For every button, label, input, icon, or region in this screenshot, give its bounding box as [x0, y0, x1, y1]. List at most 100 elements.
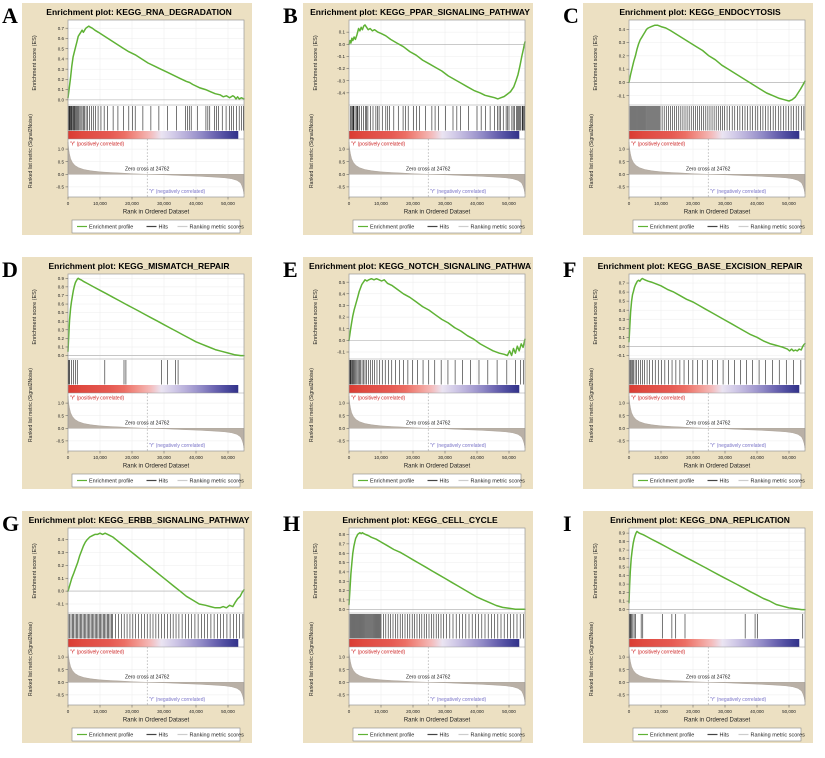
- x-axis-ticks: 0 10,000 20,000 30,000 40,000 50,000: [348, 451, 516, 460]
- gsea-plot-svg: 0.7 0.6 0.5 0.4 0.3 0.2 0.1 0.0 -0.1 1.0 0.5 0.0 -0.…: [589, 273, 806, 488]
- legend: Enrichment profile Hits Ranking metric sco…: [632, 473, 805, 488]
- svg-text:0.3: 0.3: [58, 550, 65, 555]
- gsea-plot-svg: 0.7 0.6 0.5 0.4 0.3 0.2 0.1 0.0 1.0 0.5 0.0 -0.5 0 10…: [28, 19, 245, 234]
- legend-label-1: Hits: [720, 733, 730, 739]
- svg-text:0.7: 0.7: [339, 541, 346, 546]
- svg-text:50,000: 50,000: [502, 455, 516, 460]
- legend: Enrichment profile Hits Ranking metric sco…: [352, 219, 525, 234]
- panel-letter: F: [563, 257, 577, 282]
- legend-label-0: Enrichment profile: [650, 225, 694, 231]
- hits-barcode: [68, 614, 244, 639]
- svg-text:0.1: 0.1: [619, 599, 626, 604]
- panel-card: Enrichment plot: KEGG_NOTCH_SIGNALING_PA…: [303, 257, 533, 489]
- svg-text:0.3: 0.3: [619, 317, 626, 322]
- svg-text:20,000: 20,000: [125, 455, 139, 460]
- legend-label-0: Enrichment profile: [370, 479, 414, 485]
- svg-text:30,000: 30,000: [438, 201, 452, 206]
- panel-card: Enrichment plot: KEGG_MISMATCH_REPAIR 0.9…: [22, 257, 252, 489]
- es-axis-ticks: 0.5 0.4 0.3 0.2 0.1 0.0 -0.1: [337, 280, 349, 355]
- legend-label-2: Ranking metric scores: [190, 733, 245, 739]
- svg-text:-0.5: -0.5: [617, 439, 625, 444]
- panel-title: Enrichment plot: KEGG_BASE_EXCISION_REPA…: [597, 261, 803, 271]
- phenotype-band: [629, 385, 805, 393]
- panel-letter: E: [283, 257, 298, 282]
- es-axis-label: Enrichment score (ES): [313, 543, 319, 598]
- plot-border: [67, 527, 245, 706]
- panel-letter: C: [563, 3, 579, 28]
- phenotype-band: [349, 385, 525, 393]
- svg-text:0.0: 0.0: [619, 172, 626, 177]
- legend-label-0: Enrichment profile: [89, 733, 133, 739]
- panel-title: Enrichment plot: KEGG_MISMATCH_REPAIR: [48, 261, 230, 271]
- x-axis-label: Rank in Ordered Dataset: [684, 210, 751, 216]
- hits-barcode: [349, 614, 524, 639]
- svg-text:30,000: 30,000: [157, 709, 171, 714]
- ranked-axis-ticks: 1.0 0.5 0.0 -0.5: [56, 655, 68, 698]
- svg-text:20,000: 20,000: [125, 201, 139, 206]
- hits-barcode: [349, 106, 525, 131]
- ranked-axis-label: Ranked list metric (Signal2Noise): [589, 622, 595, 696]
- svg-text:40,000: 40,000: [470, 455, 484, 460]
- svg-text:0.1: 0.1: [339, 30, 346, 35]
- phenotype-band: [629, 639, 805, 647]
- svg-text:0: 0: [348, 455, 351, 460]
- svg-text:0.6: 0.6: [58, 36, 65, 41]
- phenotype-band: [629, 131, 805, 139]
- es-axis-ticks: 0.7 0.6 0.5 0.4 0.3 0.2 0.1 0.0: [58, 26, 68, 102]
- panel-card: Enrichment plot: KEGG_CELL_CYCLE 0.8 0.7 0.…: [303, 511, 533, 743]
- legend-label-2: Ranking metric scores: [471, 479, 526, 485]
- ranked-metric-area: [628, 649, 806, 703]
- svg-text:1.0: 1.0: [58, 655, 65, 660]
- svg-text:0.0: 0.0: [58, 589, 65, 594]
- ranked-axis-label: Ranked list metric (Signal2Noise): [28, 114, 34, 188]
- svg-text:0.5: 0.5: [339, 413, 346, 418]
- svg-text:0.3: 0.3: [58, 327, 65, 332]
- x-axis-ticks: 0 10,000 20,000 30,000 40,000 50,000: [348, 705, 516, 714]
- ranked-metric-area: [67, 141, 245, 195]
- enrichment-score-curve: [628, 24, 806, 102]
- legend-label-0: Enrichment profile: [650, 733, 694, 739]
- legend-label-0: Enrichment profile: [89, 225, 133, 231]
- svg-text:0.5: 0.5: [339, 667, 346, 672]
- panel-card: Enrichment plot: KEGG_RNA_DEGRADATION 0.7…: [22, 3, 252, 235]
- x-axis-ticks: 0 10,000 20,000 30,000 40,000 50,000: [348, 197, 516, 206]
- ranked-axis-ticks: 1.0 0.5 0.0 -0.5: [337, 655, 349, 698]
- zero-cross-label: Zero cross at 24762: [406, 420, 451, 426]
- svg-text:10,000: 10,000: [374, 201, 388, 206]
- es-axis-label: Enrichment score (ES): [32, 543, 38, 598]
- gridlines: [349, 274, 525, 451]
- ranked-metric-area: [348, 141, 526, 195]
- svg-text:0.0: 0.0: [58, 172, 65, 177]
- plot-border: [628, 19, 806, 198]
- svg-text:40,000: 40,000: [189, 201, 203, 206]
- positively-correlated-label: 'Y' (positively correlated): [70, 650, 124, 656]
- ranked-metric-area: [348, 395, 526, 449]
- x-axis-ticks: 0 10,000 20,000 30,000 40,000 50,000: [628, 705, 796, 714]
- gsea-plot-svg: 0.9 0.8 0.7 0.6 0.5 0.4 0.3 0.2 0.1 0.0 1.0 0.5 0.0 -…: [589, 527, 806, 742]
- svg-text:0.2: 0.2: [339, 588, 346, 593]
- svg-text:0.0: 0.0: [339, 172, 346, 177]
- es-axis-ticks: 0.7 0.6 0.5 0.4 0.3 0.2 0.1 0.0 -0.1: [617, 281, 629, 358]
- panel-card: Enrichment plot: KEGG_DNA_REPLICATION 0.9…: [583, 511, 813, 743]
- panel-title: Enrichment plot: KEGG_DNA_REPLICATION: [610, 515, 790, 525]
- svg-text:0: 0: [348, 201, 351, 206]
- phenotype-band: [68, 639, 244, 647]
- svg-text:1.0: 1.0: [58, 147, 65, 152]
- svg-text:0.1: 0.1: [58, 87, 65, 92]
- plot-border: [348, 527, 526, 706]
- svg-text:0.1: 0.1: [58, 345, 65, 350]
- svg-text:0: 0: [67, 455, 70, 460]
- legend-label-2: Ranking metric scores: [471, 733, 526, 739]
- svg-text:-0.1: -0.1: [337, 350, 345, 355]
- enrichment-score-curve: [348, 277, 526, 357]
- svg-text:0.8: 0.8: [339, 532, 346, 537]
- plot-border: [348, 19, 526, 198]
- svg-text:-0.2: -0.2: [337, 66, 345, 71]
- legend-label-1: Hits: [159, 225, 169, 231]
- svg-text:0.7: 0.7: [58, 26, 65, 31]
- svg-text:0.5: 0.5: [619, 299, 626, 304]
- panel-title: Enrichment plot: KEGG_RNA_DEGRADATION: [46, 7, 232, 17]
- hits-barcode: [68, 360, 179, 385]
- legend: Enrichment profile Hits Ranking metric sco…: [71, 473, 244, 488]
- es-axis-ticks: 0.1 0.0 -0.1 -0.2 -0.3 -0.4: [337, 30, 349, 95]
